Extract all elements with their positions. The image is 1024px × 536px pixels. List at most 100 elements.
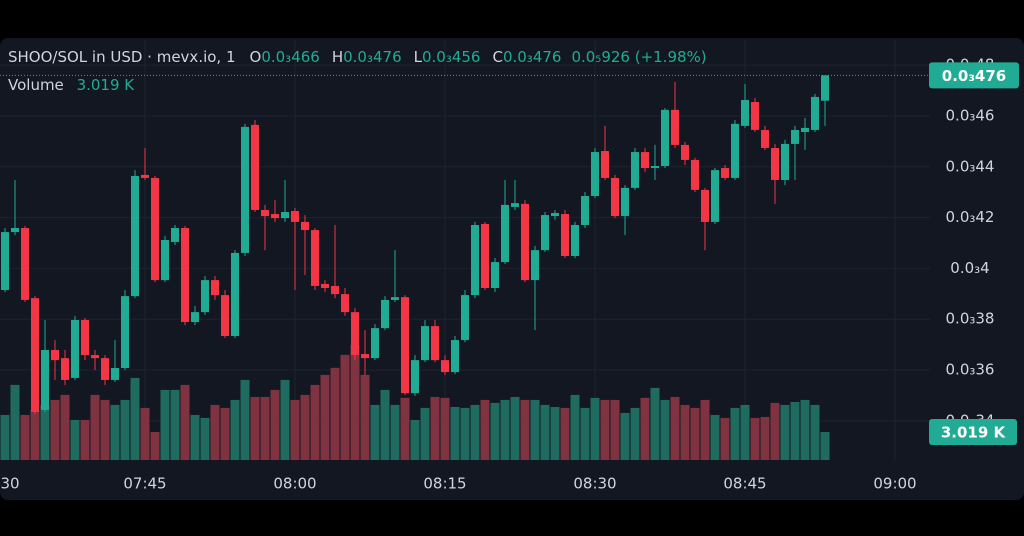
volume-bar — [140, 407, 150, 460]
candle-body — [551, 213, 559, 217]
volume-bar — [720, 417, 730, 460]
volume-bar — [260, 396, 270, 460]
candle-body — [81, 320, 89, 356]
volume-bar — [810, 404, 820, 460]
volume-bar — [280, 379, 290, 460]
candle-body — [771, 147, 779, 180]
candle-body — [611, 177, 619, 217]
volume-bar — [510, 396, 520, 460]
candle-body — [221, 295, 229, 337]
candle-body — [481, 223, 489, 288]
last-volume-label: 3.019 K — [941, 424, 1007, 442]
candle-body — [531, 250, 539, 281]
ohlc-value: 0.0₃476 — [503, 48, 562, 66]
candle-body — [321, 283, 329, 288]
volume-bar — [170, 389, 180, 460]
last-price-badge — [929, 62, 1019, 89]
volume-bar — [200, 417, 210, 460]
volume-bar — [730, 407, 740, 460]
volume-bar — [90, 394, 100, 460]
candle-body — [371, 328, 379, 359]
ohlc-key: H — [332, 48, 343, 66]
candle-body — [91, 355, 99, 359]
candle-body — [511, 203, 519, 207]
volume-bar — [790, 401, 800, 460]
candle-body — [171, 228, 179, 242]
ohlc-key: L — [414, 48, 423, 66]
candle-body — [661, 109, 669, 167]
legend-header: SHOO/SOL in USD · mevx.io, 1 O0.0₃466 H0.0… — [8, 48, 707, 66]
x-tick-label: 08:45 — [723, 475, 766, 493]
candle-body — [731, 123, 739, 178]
candle-body — [461, 295, 469, 341]
volume-bar — [180, 384, 190, 460]
ohlc-value: 0.0₃476 — [343, 48, 402, 66]
candle-body — [241, 126, 249, 253]
x-tick-label: 07:45 — [123, 475, 166, 493]
volume-bar — [10, 384, 20, 460]
y-tick-label: 0.0₃46 — [946, 106, 995, 124]
candle-body — [631, 152, 639, 188]
candle-body — [311, 230, 319, 286]
y-tick-label: 0.0₃38 — [946, 310, 995, 328]
volume-bar — [350, 344, 360, 460]
candle-body — [811, 96, 819, 130]
candle-body — [131, 175, 139, 297]
volume-bar — [230, 399, 240, 460]
candle-body — [161, 239, 169, 281]
volume-bar — [620, 412, 630, 460]
volume-bar — [330, 367, 340, 460]
volume-bar — [290, 399, 300, 460]
volume-bar — [440, 397, 450, 460]
volume-bar — [680, 404, 690, 460]
candle-body — [121, 296, 129, 369]
candle-body — [251, 124, 259, 210]
last-volume-badge — [929, 419, 1017, 446]
candle-body — [201, 280, 209, 313]
volume-bar — [670, 396, 680, 460]
ohlc-value: 0.0₃456 — [422, 48, 481, 66]
candle-body — [641, 152, 649, 169]
volume-bar — [190, 414, 200, 460]
change-value: 0.0₅926 (+1.98%) — [571, 48, 706, 66]
candle-body — [331, 285, 339, 295]
volume-bar — [270, 389, 280, 460]
plot-area — [0, 74, 930, 460]
volume-bar — [60, 394, 70, 460]
volume-bar — [660, 399, 670, 460]
volume-bar — [500, 399, 510, 460]
candle-body — [351, 312, 359, 356]
candle-body — [681, 144, 689, 160]
volume-bar — [640, 397, 650, 460]
volume-bar — [250, 396, 260, 460]
candle-body — [361, 354, 369, 359]
candle-body — [411, 360, 419, 394]
y-tick-label: 0.0₃36 — [946, 361, 995, 379]
candle-body — [491, 262, 499, 288]
volume-bar — [780, 404, 790, 460]
axes: 0.0₃340.0₃360.0₃380.0₃40.0₃420.0₃440.0₃4… — [0, 56, 1019, 493]
candle-body — [101, 358, 109, 380]
ohlc-key: C — [492, 48, 502, 66]
candle-body — [341, 294, 349, 313]
candle-body — [381, 299, 389, 329]
candle-body — [821, 75, 829, 101]
volume-bar — [750, 417, 760, 460]
legend-title: SHOO/SOL in USD · mevx.io, 1 — [8, 48, 236, 66]
volume-bar — [490, 402, 500, 460]
volume-bar — [650, 387, 660, 460]
x-tick-label: 30 — [0, 475, 19, 493]
volume-bar — [320, 374, 330, 460]
candle-body — [751, 101, 759, 130]
candle-body — [441, 360, 449, 373]
volume-bar — [370, 404, 380, 460]
volume-bar — [410, 419, 420, 460]
volume-bar — [80, 419, 90, 460]
volume-bar — [480, 399, 490, 460]
candle-body — [791, 129, 799, 144]
x-tick-label: 09:00 — [873, 475, 916, 493]
volume-bar — [240, 379, 250, 460]
candle-body — [421, 326, 429, 361]
candle-body — [741, 99, 749, 126]
volume-value: 3.019 K — [77, 76, 136, 94]
